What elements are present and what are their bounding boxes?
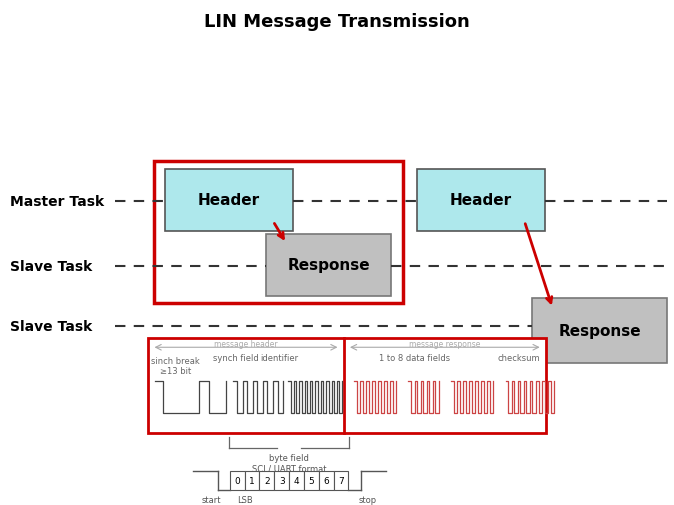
Bar	[230, 471, 245, 490]
Bar	[319, 471, 334, 490]
Text: LIN Message Transmission: LIN Message Transmission	[204, 14, 470, 31]
Text: 3: 3	[279, 476, 284, 485]
Bar	[304, 471, 319, 490]
Text: start: start	[202, 495, 220, 504]
Text: 5: 5	[309, 476, 314, 485]
Text: Master Task: Master Task	[10, 195, 104, 209]
FancyBboxPatch shape	[148, 339, 546, 433]
Text: synch field: synch field	[213, 354, 259, 363]
Text: Header: Header	[450, 193, 512, 208]
Text: 1 to 8 data fields: 1 to 8 data fields	[379, 354, 450, 363]
Text: Response: Response	[559, 324, 641, 339]
Text: Slave Task: Slave Task	[10, 260, 92, 273]
FancyBboxPatch shape	[266, 234, 391, 296]
Bar	[245, 471, 259, 490]
Text: 1: 1	[249, 476, 255, 485]
Text: LSB: LSB	[237, 495, 253, 504]
Text: checksum: checksum	[497, 354, 541, 363]
Bar	[334, 471, 348, 490]
Bar	[289, 471, 304, 490]
Text: Header: Header	[198, 193, 260, 208]
Text: message response: message response	[409, 339, 481, 348]
FancyBboxPatch shape	[165, 169, 293, 232]
Bar	[259, 471, 274, 490]
Text: stop: stop	[359, 495, 376, 504]
Text: 6: 6	[324, 476, 329, 485]
Text: message header: message header	[214, 339, 278, 348]
FancyBboxPatch shape	[532, 299, 667, 364]
Bar	[274, 471, 289, 490]
Text: 2: 2	[264, 476, 270, 485]
Text: Slave Task: Slave Task	[10, 319, 92, 333]
Text: 4: 4	[294, 476, 299, 485]
Text: 7: 7	[338, 476, 344, 485]
Text: byte field
SCI / UART format: byte field SCI / UART format	[252, 453, 326, 473]
Text: identifier: identifier	[261, 354, 299, 363]
FancyBboxPatch shape	[417, 169, 545, 232]
Text: sinch break
≥13 bit: sinch break ≥13 bit	[151, 356, 200, 375]
Text: Response: Response	[287, 258, 370, 273]
Text: 0: 0	[235, 476, 240, 485]
